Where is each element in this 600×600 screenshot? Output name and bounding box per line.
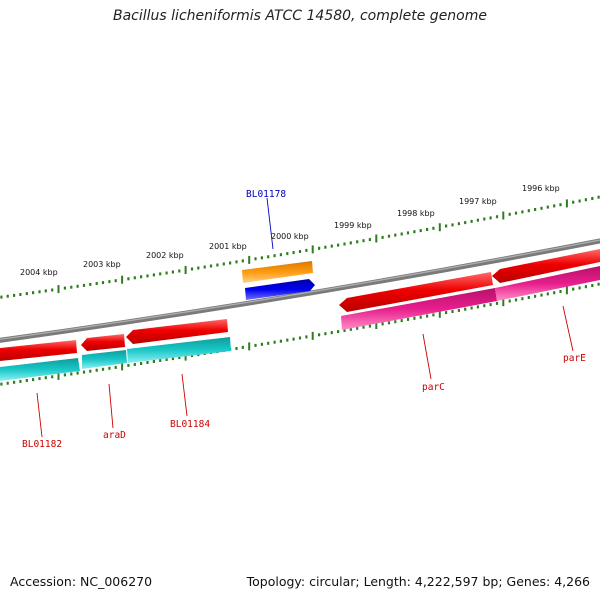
scale-label: 1998 kbp <box>397 209 435 218</box>
inner-color-genes <box>0 266 600 381</box>
gene-feature-red[interactable] <box>126 319 228 344</box>
inner-tick-track <box>0 282 600 386</box>
gene-feature-cyan[interactable] <box>127 337 231 363</box>
leader-line <box>562 305 574 352</box>
accession-text: Accession: NC_006270 <box>10 574 153 589</box>
gene-label-bl01178[interactable]: BL01178 <box>246 189 286 200</box>
genome-backbone <box>0 238 600 343</box>
gene-labels: BL01178 BL01182 araD BL01184 parC parE <box>22 189 586 450</box>
gene-feature-cyan[interactable] <box>82 350 127 369</box>
gene-feature-red[interactable] <box>492 249 600 283</box>
gene-feature-red[interactable] <box>339 272 493 312</box>
scale-label: 1997 kbp <box>459 197 497 206</box>
gene-feature-blue[interactable] <box>245 279 315 300</box>
genome-backbone-highlight <box>0 239 600 340</box>
inner-red-genes <box>0 249 600 361</box>
genome-summary-text: Topology: circular; Length: 4,222,597 bp… <box>246 574 590 589</box>
scale-label: 2004 kbp <box>20 268 58 277</box>
leader-line <box>108 383 114 429</box>
gene-feature-magenta[interactable] <box>495 266 600 301</box>
leader-line <box>266 197 274 250</box>
scale-label: 2000 kbp <box>271 232 309 241</box>
label-leaders <box>36 197 574 438</box>
scale-label: 2002 kbp <box>146 251 184 260</box>
gene-feature-orange[interactable] <box>242 261 313 283</box>
outer-genes <box>242 261 315 300</box>
scale-labels: 2004 kbp 2003 kbp 2002 kbp 2001 kbp 2000… <box>20 184 560 277</box>
leader-line <box>422 333 432 380</box>
outer-tick-track <box>0 195 600 299</box>
leader-line <box>36 392 43 438</box>
gene-label-parc[interactable]: parC <box>422 382 445 393</box>
gene-feature-red[interactable] <box>0 340 77 361</box>
gene-feature-cyan[interactable] <box>0 358 80 381</box>
leader-line <box>181 373 188 417</box>
scale-label: 2001 kbp <box>209 242 247 251</box>
scale-label: 1999 kbp <box>334 221 372 230</box>
scale-label: 1996 kbp <box>522 184 560 193</box>
gene-label-arad[interactable]: araD <box>103 430 126 441</box>
gene-label-bl01184[interactable]: BL01184 <box>170 419 210 430</box>
gene-label-pare[interactable]: parE <box>563 353 586 364</box>
map-title: Bacillus licheniformis ATCC 14580, compl… <box>113 8 487 24</box>
gene-feature-red[interactable] <box>81 334 125 351</box>
gene-label-bl01182[interactable]: BL01182 <box>22 439 62 450</box>
gene-feature-magenta[interactable] <box>341 288 497 330</box>
scale-label: 2003 kbp <box>83 260 121 269</box>
